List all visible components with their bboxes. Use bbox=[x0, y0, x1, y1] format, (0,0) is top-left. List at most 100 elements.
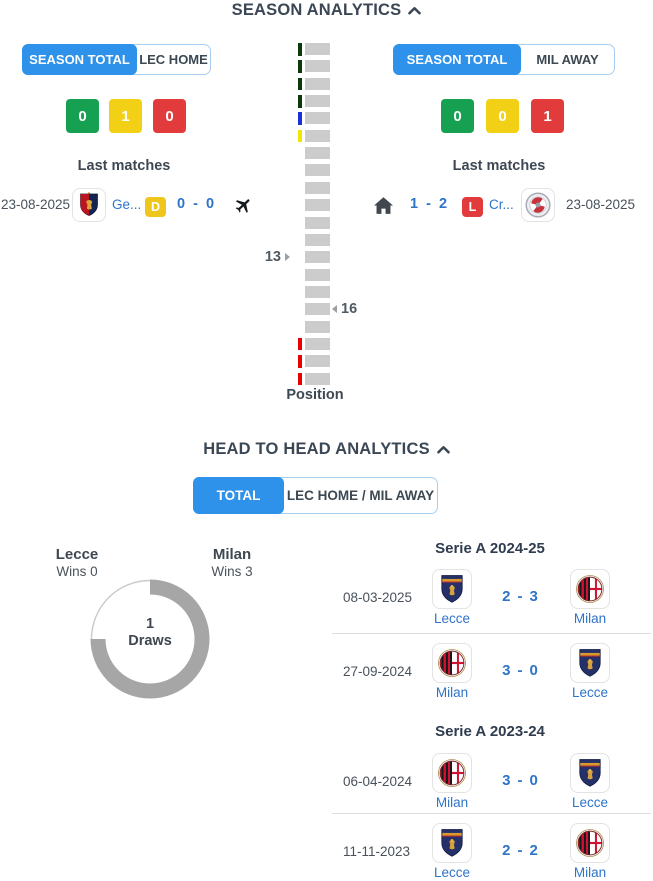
result-badge-loss: L bbox=[462, 197, 483, 217]
score-separator: - bbox=[517, 772, 523, 789]
zone-tick bbox=[298, 95, 302, 108]
away-team-tab-group: SEASON TOTAL MIL AWAY bbox=[393, 44, 615, 75]
home-team-cell: Milan bbox=[420, 643, 484, 700]
wins-count: Wins 0 bbox=[56, 564, 98, 579]
ladder-position-10 bbox=[305, 199, 330, 212]
ladder-position-16 bbox=[305, 303, 330, 316]
season-analytics-header[interactable]: SEASON ANALYTICS bbox=[0, 1, 653, 20]
team-logo-milan bbox=[570, 823, 610, 863]
ladder-position-14 bbox=[305, 268, 330, 281]
score-separator: - bbox=[517, 662, 523, 679]
position-ladder: 13 16 bbox=[265, 43, 357, 389]
tab-season-total-home[interactable]: SEASON TOTAL bbox=[22, 44, 137, 75]
zone-tick bbox=[298, 129, 302, 143]
zone-tick bbox=[298, 112, 302, 125]
chevron-up-icon bbox=[408, 6, 422, 15]
match-date: 23-08-2025 bbox=[1, 197, 71, 212]
home-last-match-row[interactable]: 23-08-2025 Ge... D 0 - 0 bbox=[0, 188, 283, 224]
draws-value: 1 bbox=[145, 616, 155, 632]
team-name[interactable]: Milan bbox=[573, 611, 607, 626]
tab-h2h-total[interactable]: TOTAL bbox=[193, 477, 284, 514]
draws-label: Draws bbox=[128, 633, 172, 649]
position-axis-label: Position bbox=[286, 387, 344, 403]
team-name[interactable]: Lecce bbox=[433, 611, 471, 626]
ladder-position-20 bbox=[305, 372, 330, 385]
match-date: 06-04-2024 bbox=[343, 774, 413, 789]
away-team-cell: Lecce bbox=[558, 643, 622, 700]
result-badge-draw: D bbox=[145, 197, 166, 217]
match-date: 08-03-2025 bbox=[343, 590, 413, 605]
donut-center-label: 1 Draws bbox=[100, 616, 200, 650]
team-name[interactable]: Milan bbox=[573, 865, 607, 880]
away-wins-badge: 0 bbox=[441, 99, 474, 133]
zone-tick bbox=[298, 60, 302, 73]
team-logo-milan bbox=[570, 569, 610, 609]
home-team-cell: Milan bbox=[420, 753, 484, 810]
home-icon bbox=[374, 197, 393, 216]
team-logo-cremonese bbox=[521, 188, 555, 222]
tab-lec-home[interactable]: LEC HOME bbox=[139, 52, 208, 67]
h2h-match-row[interactable]: 11-11-2023 Lecce 2-2 Milan bbox=[330, 823, 653, 881]
triangle-left-icon bbox=[332, 305, 337, 314]
tab-season-total-away[interactable]: SEASON TOTAL bbox=[393, 44, 521, 75]
team-name[interactable]: Milan bbox=[435, 685, 469, 700]
match-date: 27-09-2024 bbox=[343, 664, 413, 679]
away-last-matches-label: Last matches bbox=[452, 158, 546, 174]
h2h-match-row[interactable]: 27-09-2024 Milan 3-0 Lecce bbox=[330, 643, 653, 703]
milan-wins-label: Milan Wins 3 bbox=[177, 546, 287, 580]
match-score: 2-2 bbox=[488, 842, 552, 859]
h2h-match-row[interactable]: 06-04-2024 Milan 3-0 Lecce bbox=[330, 753, 653, 813]
team-logo-lecce bbox=[570, 753, 610, 793]
ladder-position-19 bbox=[305, 355, 330, 368]
away-score: 2 bbox=[529, 842, 538, 859]
h2h-donut-chart bbox=[90, 579, 210, 699]
divider bbox=[332, 633, 651, 634]
ladder-position-1 bbox=[305, 43, 330, 55]
home-team-cell: Lecce bbox=[420, 823, 484, 880]
draws-arc bbox=[90, 579, 151, 640]
opponent-name[interactable]: Ge... bbox=[112, 197, 142, 212]
away-score: 0 bbox=[529, 662, 538, 679]
team-logo-milan bbox=[432, 643, 472, 683]
away-team-cell: Milan bbox=[558, 823, 622, 880]
section-title: HEAD TO HEAD ANALYTICS bbox=[203, 440, 430, 458]
chevron-up-icon bbox=[437, 445, 450, 454]
ladder-position-9 bbox=[305, 181, 330, 194]
home-team-tab-group: SEASON TOTAL LEC HOME bbox=[22, 44, 211, 75]
team-name[interactable]: Lecce bbox=[571, 795, 609, 810]
section-title: SEASON ANALYTICS bbox=[231, 1, 402, 19]
away-team-cell: Milan bbox=[558, 569, 622, 626]
home-last-matches-label: Last matches bbox=[77, 158, 171, 174]
home-score: 3 bbox=[502, 662, 511, 679]
team-name[interactable]: Milan bbox=[435, 795, 469, 810]
team-logo-milan bbox=[432, 753, 472, 793]
ladder-position-7 bbox=[305, 147, 330, 160]
team-name[interactable]: Lecce bbox=[433, 865, 471, 880]
h2h-tab-group: TOTAL LEC HOME / MIL AWAY bbox=[193, 477, 438, 514]
zone-tick bbox=[298, 337, 302, 351]
team-logo-lecce bbox=[570, 643, 610, 683]
position-marker-13: 13 bbox=[230, 249, 290, 265]
tab-h2h-lec-home-mil-away[interactable]: LEC HOME / MIL AWAY bbox=[286, 488, 435, 503]
zone-tick bbox=[298, 77, 302, 91]
head-to-head-header[interactable]: HEAD TO HEAD ANALYTICS bbox=[0, 440, 653, 459]
ladder-position-2 bbox=[305, 60, 330, 73]
h2h-match-row[interactable]: 08-03-2025 Lecce 2-3 Milan bbox=[330, 569, 653, 629]
ladder-position-3 bbox=[305, 77, 330, 90]
team-name[interactable]: Lecce bbox=[571, 685, 609, 700]
tab-mil-away[interactable]: MIL AWAY bbox=[536, 52, 599, 67]
match-score: 2-3 bbox=[488, 588, 552, 605]
team-logo-lecce bbox=[432, 569, 472, 609]
home-score: 3 bbox=[502, 772, 511, 789]
milan-wins-arc bbox=[90, 579, 210, 699]
match-date: 23-08-2025 bbox=[566, 197, 636, 212]
triangle-right-icon bbox=[285, 253, 290, 262]
away-last-match-row[interactable]: 1 - 2 L Cr... 23-08-2025 bbox=[370, 188, 653, 224]
opponent-name[interactable]: Cr... bbox=[489, 197, 514, 212]
zone-tick bbox=[298, 43, 302, 56]
zone-tick bbox=[298, 372, 302, 386]
team-position-value: 13 bbox=[264, 249, 281, 266]
team-name: Milan bbox=[212, 546, 252, 563]
away-losses-badge: 1 bbox=[531, 99, 564, 133]
match-score: 3-0 bbox=[488, 662, 552, 679]
